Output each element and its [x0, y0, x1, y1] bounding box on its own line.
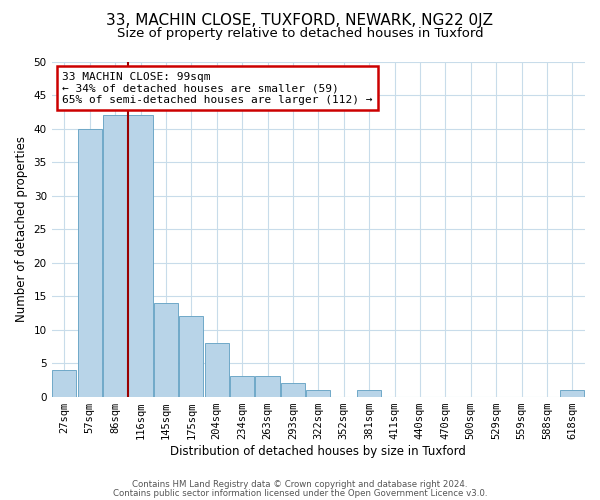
Text: Contains HM Land Registry data © Crown copyright and database right 2024.: Contains HM Land Registry data © Crown c… — [132, 480, 468, 489]
Text: 33, MACHIN CLOSE, TUXFORD, NEWARK, NG22 0JZ: 33, MACHIN CLOSE, TUXFORD, NEWARK, NG22 … — [107, 12, 493, 28]
Text: Size of property relative to detached houses in Tuxford: Size of property relative to detached ho… — [116, 28, 484, 40]
Bar — [560, 390, 584, 396]
Bar — [179, 316, 203, 396]
Bar — [357, 390, 381, 396]
Bar — [281, 383, 305, 396]
Y-axis label: Number of detached properties: Number of detached properties — [15, 136, 28, 322]
X-axis label: Distribution of detached houses by size in Tuxford: Distribution of detached houses by size … — [170, 444, 466, 458]
Bar — [205, 343, 229, 396]
Bar — [103, 115, 127, 396]
Bar — [230, 376, 254, 396]
Bar — [154, 303, 178, 396]
Bar — [306, 390, 331, 396]
Bar — [77, 128, 102, 396]
Text: Contains public sector information licensed under the Open Government Licence v3: Contains public sector information licen… — [113, 488, 487, 498]
Bar — [128, 115, 152, 396]
Bar — [52, 370, 76, 396]
Text: 33 MACHIN CLOSE: 99sqm
← 34% of detached houses are smaller (59)
65% of semi-det: 33 MACHIN CLOSE: 99sqm ← 34% of detached… — [62, 72, 373, 105]
Bar — [256, 376, 280, 396]
